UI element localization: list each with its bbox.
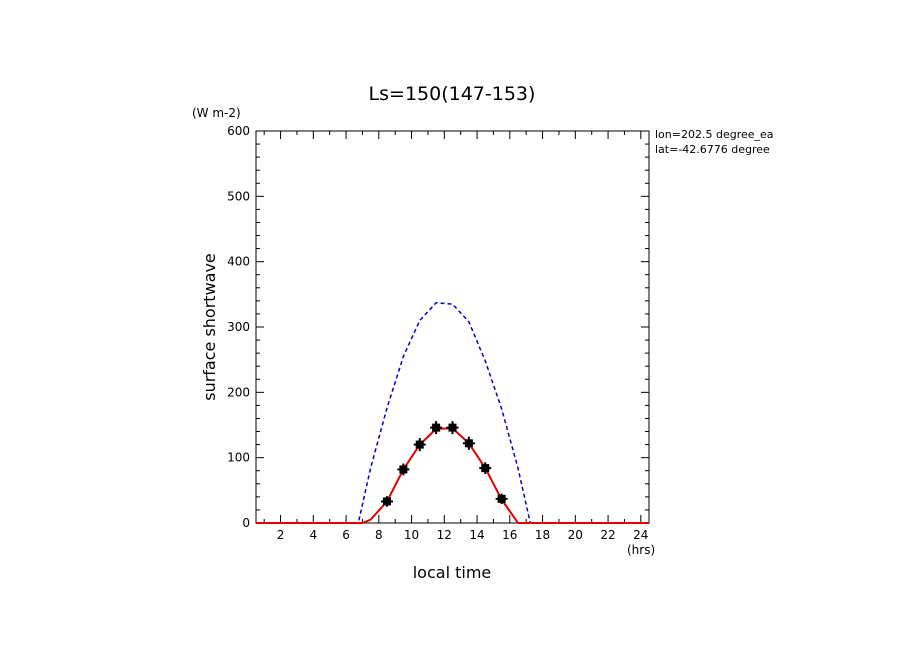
x-tick-label: 8 [375,528,383,542]
y-axis-label: surface shortwave [200,253,219,401]
obs-point [383,497,391,506]
x-unit-label: (hrs) [627,543,655,557]
obs-point [432,423,441,432]
obs-point [399,465,408,474]
obs-point [448,423,457,432]
obs-point [497,494,506,503]
y-tick-label: 0 [242,516,250,530]
plot-frame [255,130,650,524]
x-tick-label: 12 [437,528,452,542]
x-tick-label: 4 [309,528,317,542]
annotation-lon: lon=202.5 degree_ea [655,128,774,141]
x-tick-label: 22 [600,528,615,542]
x-tick-label: 2 [277,528,285,542]
obs-point [464,439,473,448]
x-tick-label: 18 [535,528,550,542]
x-axis-label: local time [413,563,492,582]
x-tick-label: 16 [502,528,517,542]
chart-title: Ls=150(147-153) [369,83,536,105]
y-tick-label: 500 [227,189,250,203]
obs-point [415,440,424,449]
x-tick-label: 14 [469,528,484,542]
y-unit-label: (W m-2) [192,106,241,120]
x-tick-label: 24 [633,528,648,542]
y-tick-label: 600 [227,124,250,138]
series-line-dashed [256,302,649,524]
x-tick-label: 6 [342,528,350,542]
y-tick-label: 400 [227,255,250,269]
y-tick-label: 200 [227,385,250,399]
series-line-solid [256,427,649,524]
y-tick-label: 300 [227,320,250,334]
annotation-lat: lat=-42.6776 degree [655,143,770,156]
x-tick-label: 10 [404,528,419,542]
x-tick-label: 20 [568,528,583,542]
obs-point [481,464,490,473]
y-tick-label: 100 [227,451,250,465]
